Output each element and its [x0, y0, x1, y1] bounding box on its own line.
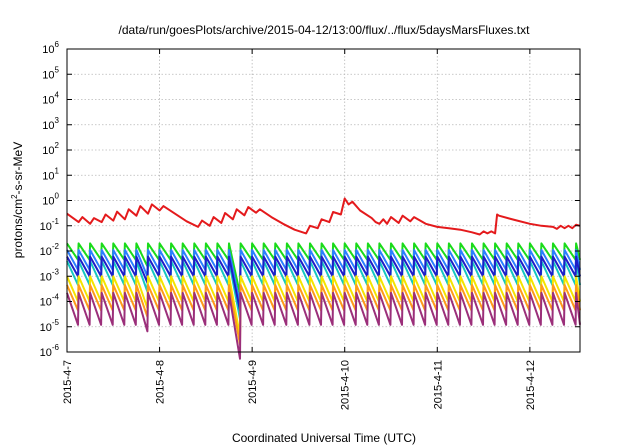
y-tick-label: 10-1 [40, 217, 60, 233]
x-tick-label: 2015-4-9 [247, 360, 259, 404]
x-axis-label: Coordinated Universal Time (UTC) [232, 431, 416, 445]
x-tick-label: 2015-4-7 [62, 360, 74, 404]
x-tick-label: 2015-4-10 [340, 360, 352, 410]
x-tick-label: 2015-4-11 [432, 360, 444, 409]
y-tick-label: 10-4 [40, 293, 60, 309]
x-axis: 2015-4-7 2015-4-8 2015-4-9 2015-4-10 2015-4-… [62, 49, 537, 410]
chart-title: /data/run/goesPlots/archive/2015-04-12/1… [119, 23, 531, 37]
x-tick-label: 2015-4-12 [525, 360, 537, 410]
y-tick-label: 105 [42, 65, 59, 81]
y-tick-label: 104 [42, 91, 59, 107]
y-axis: 10-6 10-5 10-4 10-3 10-2 10-1 100 101 102 103 104 1… [40, 40, 580, 359]
series-layer [66, 197, 581, 360]
series-line [66, 255, 581, 312]
y-tick-label: 102 [42, 141, 59, 157]
y-tick-label: 100 [42, 192, 59, 208]
y-tick-label: 101 [42, 166, 59, 182]
series-line [66, 249, 581, 305]
y-tick-label: 10-6 [40, 343, 60, 359]
y-tick-label: 106 [42, 40, 59, 56]
x-tick-label: 2015-4-8 [155, 360, 167, 404]
series-line [66, 242, 581, 295]
y-tick-label: 103 [42, 116, 59, 132]
y-tick-label: 10-2 [40, 242, 60, 258]
series-line [66, 291, 581, 360]
series-line [66, 197, 581, 236]
y-tick-label: 10-5 [40, 318, 60, 334]
y-axis-label: protons/cm2-s-sr-MeV [10, 142, 25, 258]
series-line [66, 284, 581, 346]
series-line [66, 260, 581, 320]
series-line [66, 275, 581, 337]
y-tick-label: 10-3 [40, 267, 60, 283]
